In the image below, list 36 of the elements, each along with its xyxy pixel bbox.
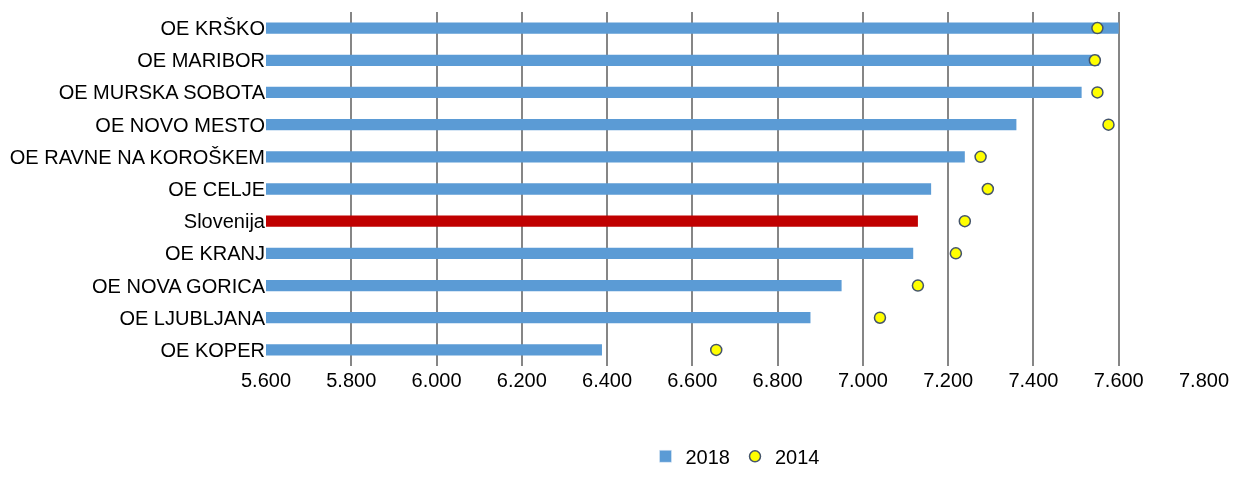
y-tick-label: OE CELJE: [168, 178, 265, 200]
point: [949, 247, 963, 260]
x-tick-label: 5.600: [240, 369, 292, 391]
x-tick-label: 5.800: [326, 369, 377, 391]
y-tick-label: Slovenija: [183, 210, 266, 233]
x-tick-label: 7.800: [1178, 369, 1230, 391]
y-tick-label: OE NOVO MESTO: [95, 113, 265, 136]
y-tick-label: OE MARIBOR: [137, 49, 265, 72]
point: [974, 150, 987, 164]
legend-label: 2014: [775, 446, 820, 469]
y-tick-label: OE NOVA GORICA: [92, 274, 266, 297]
x-tick-label: 6.000: [411, 369, 462, 391]
x-tick-label: 7.000: [837, 369, 888, 391]
x-tick-label: 6.800: [752, 369, 803, 391]
x-tick-label: 6.200: [496, 369, 547, 391]
x-tick-label: 6.600: [667, 369, 718, 391]
x-tick-label: 7.400: [1008, 369, 1059, 391]
y-tick-label: OE KRŠKO: [160, 17, 265, 40]
point: [981, 182, 995, 196]
y-tick-label: OE LJUBLJANA: [119, 306, 266, 329]
point: [1091, 21, 1104, 35]
x-tick-label: 7.600: [1093, 369, 1144, 391]
y-tick-label: OE MURSKA SOBOTA: [58, 81, 266, 104]
y-tick-label: OE KOPER: [160, 338, 265, 361]
point: [958, 214, 972, 228]
y-tick-label: OE KRANJ: [164, 242, 265, 265]
point: [1091, 86, 1104, 99]
point: [1088, 54, 1102, 67]
point: [709, 343, 723, 357]
point: [873, 311, 887, 324]
legend-label: 2018: [685, 446, 730, 469]
y-tick-label: OE RAVNE NA KOROŠKEM: [9, 145, 265, 168]
x-tick-label: 7.200: [923, 369, 974, 391]
point: [1102, 118, 1115, 131]
x-tick-label: 6.400: [582, 369, 633, 391]
point: [911, 279, 925, 292]
